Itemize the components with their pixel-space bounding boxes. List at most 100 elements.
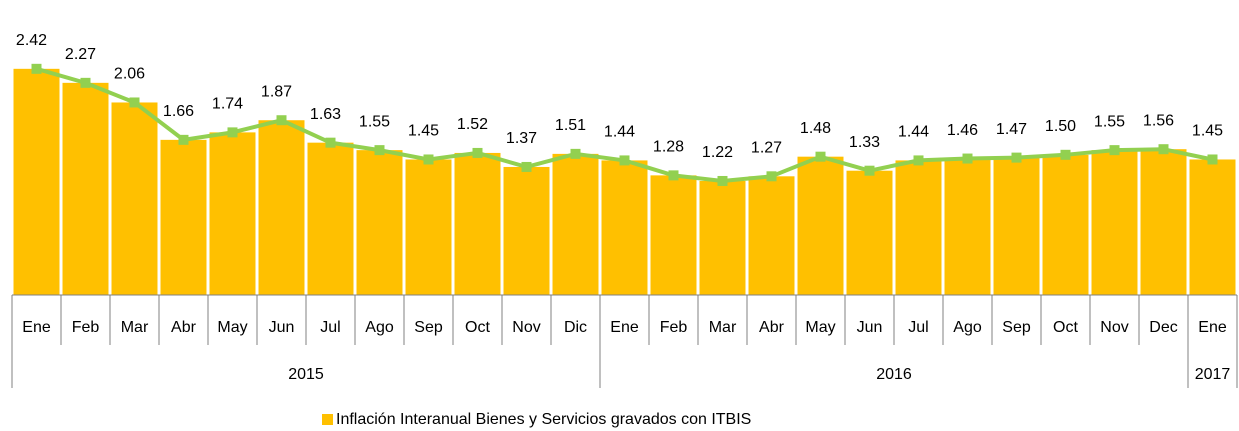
line-marker — [668, 170, 679, 181]
data-label: 1.46 — [947, 122, 978, 139]
data-label: 1.37 — [506, 130, 537, 147]
x-tick-label: Feb — [72, 319, 100, 336]
bar — [503, 166, 550, 295]
x-tick-label: Abr — [759, 319, 785, 336]
legend-swatch — [322, 414, 333, 425]
line-marker — [227, 127, 238, 138]
x-tick-label: Jun — [857, 319, 883, 336]
data-label: 1.22 — [702, 144, 733, 161]
data-label: 1.87 — [261, 83, 292, 100]
bar — [307, 142, 354, 295]
line-marker — [276, 115, 287, 126]
group-label: 2017 — [1195, 366, 1231, 383]
x-tick-label: Ago — [365, 319, 394, 336]
x-tick-label: Ago — [953, 319, 982, 336]
bar — [601, 160, 648, 295]
group-label: 2016 — [876, 366, 912, 383]
x-tick-label: May — [217, 319, 247, 336]
bar — [356, 150, 403, 295]
x-tick-label: Feb — [660, 319, 688, 336]
bar — [13, 68, 60, 295]
x-tick-label: May — [805, 319, 835, 336]
bar — [993, 157, 1040, 295]
bar — [552, 153, 599, 295]
bar — [748, 176, 795, 295]
line-marker — [1060, 149, 1071, 160]
x-tick-label: Nov — [512, 319, 540, 336]
line-marker — [374, 145, 385, 156]
data-label: 1.56 — [1143, 112, 1174, 129]
x-tick-label: Ene — [1198, 319, 1227, 336]
bar — [111, 102, 158, 295]
x-tick-label: Dic — [564, 319, 587, 336]
line-marker — [864, 165, 875, 176]
data-label: 1.45 — [408, 123, 439, 140]
x-tick-label: Mar — [121, 319, 149, 336]
bar — [650, 175, 697, 295]
line-marker — [619, 155, 630, 166]
line-marker — [570, 148, 581, 159]
x-tick-label: Sep — [1002, 319, 1031, 336]
line-marker — [521, 161, 532, 172]
x-tick-label: Jul — [320, 319, 340, 336]
bar — [1140, 149, 1187, 295]
line-marker — [80, 77, 91, 88]
data-label: 1.51 — [555, 117, 586, 134]
x-tick-label: Nov — [1100, 319, 1128, 336]
x-tick-label: Mar — [709, 319, 737, 336]
bar — [160, 139, 207, 295]
data-label: 1.47 — [996, 121, 1027, 138]
data-label: 1.44 — [604, 124, 635, 141]
line-marker — [1109, 145, 1120, 156]
data-label: 1.45 — [1192, 123, 1223, 140]
data-label: 1.55 — [359, 113, 390, 130]
group-label: 2015 — [288, 366, 324, 383]
bar — [1189, 159, 1236, 295]
x-tick-label: Oct — [465, 319, 490, 336]
data-label: 1.50 — [1045, 118, 1076, 135]
legend-label: Inflación Interanual Bienes y Servicios … — [336, 411, 751, 428]
line-marker — [31, 63, 42, 74]
x-tick-label: Oct — [1053, 319, 1078, 336]
data-label: 1.33 — [849, 134, 880, 151]
x-tick-label: Jun — [269, 319, 295, 336]
line-marker — [1011, 152, 1022, 163]
x-tick-label: Sep — [414, 319, 443, 336]
data-label: 1.44 — [898, 124, 929, 141]
line-marker — [472, 147, 483, 158]
data-label: 1.74 — [212, 96, 243, 113]
x-tick-label: Jul — [908, 319, 928, 336]
line-marker — [815, 151, 826, 162]
bar — [895, 160, 942, 295]
bar — [405, 159, 452, 295]
line-marker — [717, 175, 728, 186]
bar — [1091, 150, 1138, 295]
x-tick-label: Abr — [171, 319, 197, 336]
data-label: 2.42 — [16, 32, 47, 49]
bar — [944, 158, 991, 295]
line-marker — [766, 171, 777, 182]
x-tick-label: Dec — [1149, 319, 1177, 336]
bar — [258, 120, 305, 295]
bar — [62, 82, 109, 295]
x-tick-label: Ene — [610, 319, 639, 336]
bar — [209, 132, 256, 295]
data-label: 1.52 — [457, 116, 488, 133]
bar — [797, 156, 844, 295]
line-marker — [178, 134, 189, 145]
bar — [454, 152, 501, 295]
data-label: 1.66 — [163, 103, 194, 120]
data-label: 1.55 — [1094, 113, 1125, 130]
line-marker — [1207, 154, 1218, 165]
line-marker — [423, 154, 434, 165]
line-marker — [325, 137, 336, 148]
bar — [699, 180, 746, 295]
bar — [1042, 154, 1089, 295]
data-label: 1.48 — [800, 120, 831, 137]
line-marker — [1158, 144, 1169, 155]
data-label: 1.63 — [310, 106, 341, 123]
data-label: 2.06 — [114, 66, 145, 83]
data-label: 1.27 — [751, 140, 782, 157]
line-marker — [962, 153, 973, 164]
